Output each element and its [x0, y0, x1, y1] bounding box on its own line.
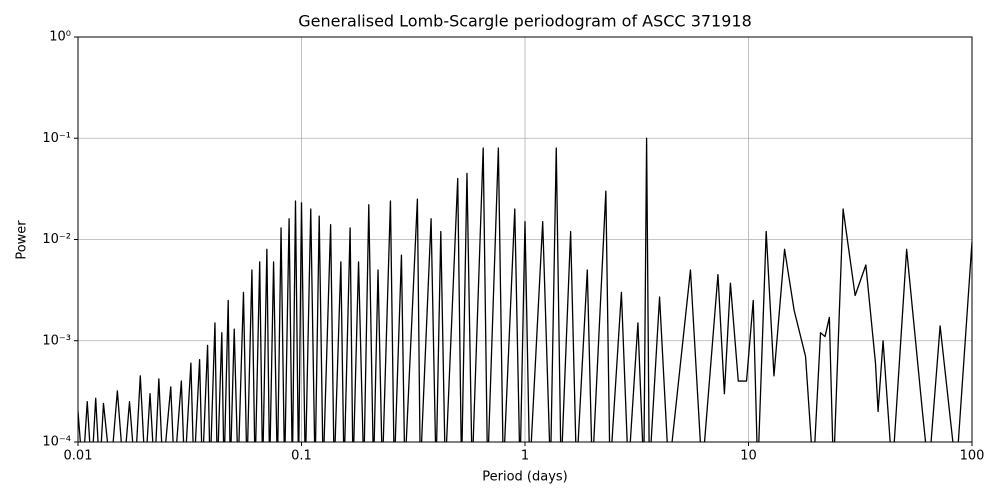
y-tick-label: 10⁻¹	[42, 131, 71, 146]
plot-area	[78, 137, 972, 442]
chart-title: Generalised Lomb-Scargle periodogram of …	[298, 12, 752, 31]
y-tick-label: 10⁻²	[42, 232, 71, 247]
x-tick-label: 0.1	[291, 449, 312, 464]
x-tick-label: 10	[740, 449, 757, 464]
x-tick-label: 0.01	[64, 449, 93, 464]
y-tick-label: 10⁰	[49, 30, 71, 45]
x-tick-label: 100	[960, 449, 985, 464]
x-axis-label: Period (days)	[482, 470, 568, 485]
x-tick-label: 1	[521, 449, 529, 464]
y-tick-label: 10⁻³	[42, 333, 71, 348]
ticks: 0.01 0.1 1 10 100 10⁻⁴ 10⁻³ 10⁻² 10⁻¹ 10⁰	[42, 30, 984, 464]
y-tick-label: 10⁻⁴	[42, 435, 71, 450]
series-line	[78, 137, 972, 442]
y-axis-label: Power	[15, 220, 30, 260]
